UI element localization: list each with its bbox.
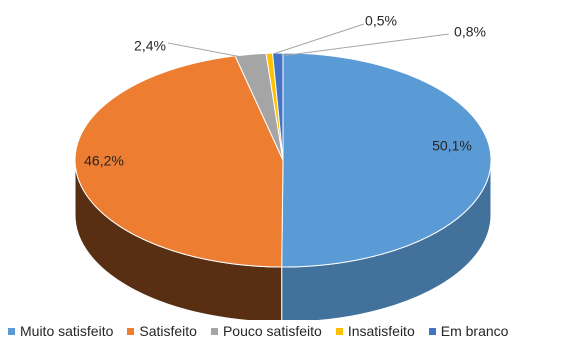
legend-swatch [335,327,343,335]
legend-item-insatisfeito: Insatisfeito [335,323,415,339]
legend-item-muito-satisfeito: Muito satisfeito [8,323,113,339]
legend-label: Satisfeito [139,323,197,339]
leader-lines [167,23,450,59]
pie-chart: 50,1% 46,2% 2,4% 0,5% 0,8% [74,13,492,320]
data-label-insatisfeito: 0,5% [365,13,397,29]
leader-line-insatisfeito [272,23,365,55]
pie-top-layer [74,52,492,268]
slice-em-branco [271,52,284,161]
legend: Muito satisfeito Satisfeito Pouco satisf… [8,322,584,340]
data-label-pouco-satisfeito: 2,4% [134,38,166,54]
legend-item-pouco-satisfeito: Pouco satisfeito [210,323,322,339]
data-label-muito-satisfeito: 50,1% [432,138,472,154]
legend-label: Muito satisfeito [20,323,114,339]
leader-line-pouco-satisfeito [167,42,248,59]
slice-satisfeito [74,55,284,268]
slice-muito-satisfeito [281,52,492,268]
legend-label: Insatisfeito [347,323,415,339]
legend-label: Pouco satisfeito [222,323,322,339]
legend-swatch [127,327,135,335]
data-label-satisfeito: 46,2% [84,153,124,169]
data-label-em-branco: 0,8% [454,24,486,40]
legend-item-em-branco: Em branco [428,323,509,339]
legend-swatch [8,327,15,335]
legend-swatch [428,327,436,335]
leader-line-em-branco [280,33,450,57]
legend-swatch [210,327,218,335]
legend-label: Em branco [440,323,509,339]
data-labels: 50,1% 46,2% 2,4% 0,5% 0,8% [84,13,486,169]
legend-item-satisfeito: Satisfeito [127,323,197,339]
